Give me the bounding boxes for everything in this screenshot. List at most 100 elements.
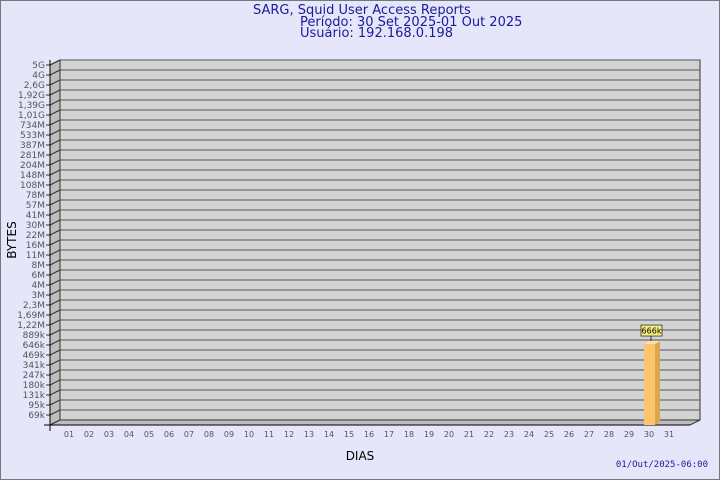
x-tick-label: 30 — [644, 430, 654, 439]
plot-floor — [49, 419, 701, 426]
x-tick-label: 29 — [624, 430, 634, 439]
y-tick-label: 341k — [23, 361, 46, 371]
y-tick-label: 16M — [26, 241, 45, 251]
x-tick-label: 10 — [244, 430, 254, 439]
gridline-diagonal — [49, 139, 61, 146]
y-tick-label: 2,3M — [23, 301, 45, 311]
gridline-diagonal — [49, 269, 61, 276]
gridline-diagonal — [49, 59, 61, 66]
x-tick-label: 15 — [344, 430, 354, 439]
gridline-diagonal — [49, 159, 61, 166]
y-axis-label: BYTES — [5, 221, 19, 258]
chart-user: Usuário: 192.168.0.198 — [300, 26, 454, 41]
gridline-diagonal — [49, 359, 61, 366]
x-tick-label: 28 — [604, 430, 614, 439]
gridline-diagonal — [49, 89, 61, 96]
gridline-diagonal — [49, 279, 61, 286]
y-tick-label: 69k — [28, 411, 45, 421]
gridline-diagonal — [49, 189, 61, 196]
y-tick-label: 204M — [20, 161, 45, 171]
gridline-diagonal — [49, 219, 61, 226]
gridline-diagonal — [49, 99, 61, 106]
y-tick-label: 4G — [32, 71, 45, 81]
gridline-diagonal — [49, 169, 61, 176]
y-tick-label: 8M — [32, 261, 46, 271]
gridline-diagonal — [49, 409, 61, 416]
y-tick-label: 11M — [26, 251, 45, 261]
gridline-diagonal — [49, 289, 61, 296]
x-tick-label: 18 — [404, 430, 414, 439]
y-tick-label: 3M — [32, 291, 46, 301]
gridline-diagonal — [49, 229, 61, 236]
gridline-diagonal — [49, 389, 61, 396]
gridline-diagonal — [49, 329, 61, 336]
x-tick-label: 19 — [424, 430, 434, 439]
y-tick-label: 41M — [26, 211, 45, 221]
y-tick-label: 95k — [28, 401, 45, 411]
x-tick-label: 23 — [504, 430, 514, 439]
gridline-diagonal — [49, 109, 61, 116]
y-tick-label: 57M — [26, 201, 45, 211]
x-tick-label: 01 — [64, 430, 74, 439]
gridline-diagonal — [49, 149, 61, 156]
y-tick-label: 1,01G — [18, 111, 45, 121]
x-tick-label: 24 — [524, 430, 534, 439]
y-tick-label: 1,22M — [17, 321, 45, 331]
gridline-diagonal — [49, 199, 61, 206]
y-tick-label: 108M — [20, 181, 45, 191]
y-tick-label: 78M — [26, 191, 45, 201]
x-axis-label: DIAS — [346, 449, 375, 463]
y-tick-label: 4M — [32, 281, 46, 291]
gridline-diagonal — [49, 179, 61, 186]
gridline-diagonal — [49, 129, 61, 136]
x-tick-label: 25 — [544, 430, 554, 439]
gridline-diagonal — [49, 239, 61, 246]
y-tick-label: 889k — [23, 331, 46, 341]
chart-title: SARG, Squid User Access Reports — [253, 3, 471, 18]
x-tick-label: 08 — [204, 430, 214, 439]
y-tick-label: 22M — [26, 231, 45, 241]
y-tick-label: 247k — [23, 371, 46, 381]
y-tick-label: 6M — [32, 271, 46, 281]
y-tick-label: 533M — [20, 131, 45, 141]
bar-value-label: 666k — [642, 327, 662, 336]
x-tick-label: 31 — [664, 430, 674, 439]
bar — [644, 344, 655, 425]
x-tick-label: 02 — [84, 430, 94, 439]
y-tick-label: 734M — [20, 121, 45, 131]
x-tick-label: 06 — [164, 430, 174, 439]
gridline-diagonal — [49, 379, 61, 386]
x-tick-label: 22 — [484, 430, 494, 439]
footer-timestamp: 01/Out/2025-06:00 — [615, 460, 708, 470]
y-tick-label: 30M — [26, 221, 45, 231]
y-tick-label: 1,92G — [18, 91, 45, 101]
y-tick-label: 281M — [20, 151, 45, 161]
bar-top — [644, 341, 660, 345]
gridline-diagonal — [49, 209, 61, 216]
y-tick-label: 387M — [20, 141, 45, 151]
x-tick-label: 11 — [264, 430, 274, 439]
x-tick-label: 12 — [284, 430, 294, 439]
x-tick-label: 26 — [564, 430, 574, 439]
x-tick-label: 16 — [364, 430, 374, 439]
y-tick-label: 646k — [23, 341, 46, 351]
gridline-diagonal — [49, 309, 61, 316]
x-tick-label: 20 — [444, 430, 454, 439]
y-tick-label: 1,39G — [18, 101, 45, 111]
gridline-diagonal — [49, 319, 61, 326]
y-tick-label: 131k — [23, 391, 46, 401]
gridline-diagonal — [49, 249, 61, 256]
bar-side — [655, 341, 660, 425]
gridline-diagonal — [49, 339, 61, 346]
y-tick-label: 469k — [23, 351, 46, 361]
x-tick-label: 17 — [384, 430, 394, 439]
x-tick-label: 14 — [324, 430, 334, 439]
gridline-diagonal — [49, 259, 61, 266]
gridline-diagonal — [49, 69, 61, 76]
x-tick-label: 09 — [224, 430, 234, 439]
bar-label-box — [640, 324, 663, 337]
gridline-diagonal — [49, 79, 61, 86]
y-tick-label: 148M — [20, 171, 45, 181]
y-tick-label: 1,69M — [17, 311, 45, 321]
